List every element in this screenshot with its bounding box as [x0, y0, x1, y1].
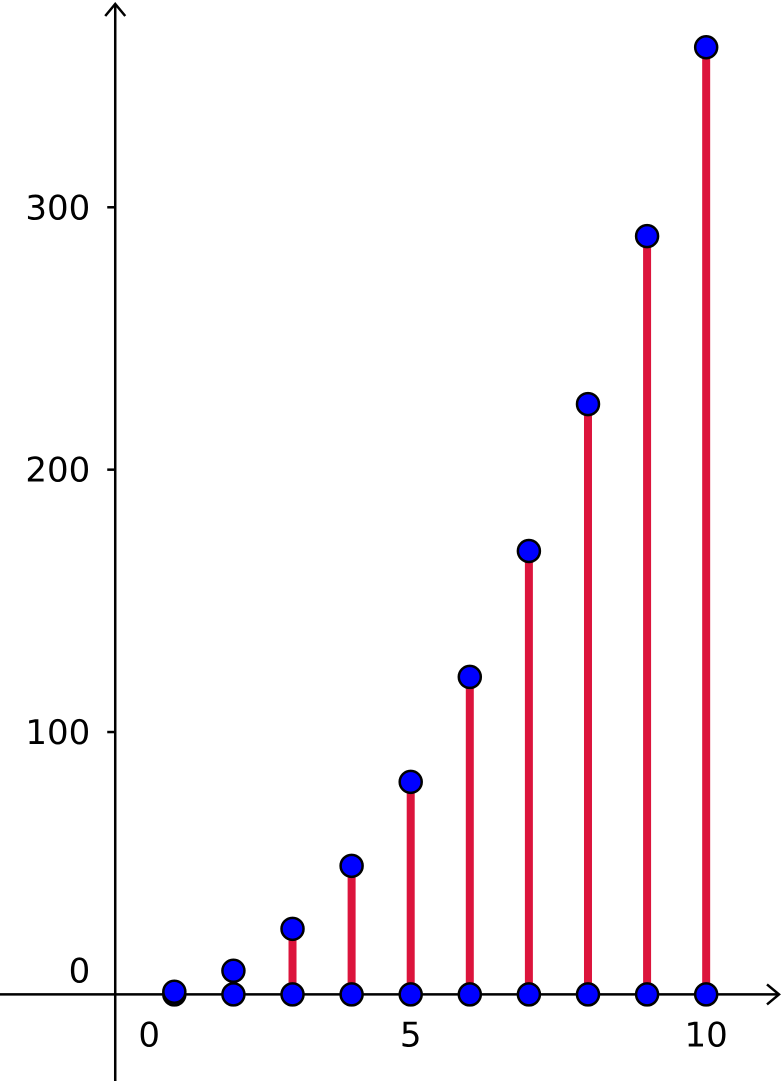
y-axis-arrow [104, 2, 127, 17]
x-tick-label: 5 [400, 1015, 422, 1055]
base-point [693, 982, 719, 1007]
point [457, 664, 483, 690]
base-point [280, 982, 305, 1007]
x-tick-label: 0 [138, 1015, 160, 1055]
point [339, 853, 364, 879]
x-tick-label: 10 [685, 1015, 728, 1055]
point [516, 538, 542, 564]
point [162, 979, 187, 1005]
base-point [221, 982, 246, 1007]
point [575, 391, 601, 417]
point [280, 916, 305, 942]
base-point [575, 982, 601, 1007]
base-point [339, 982, 364, 1007]
point [693, 34, 719, 60]
y-tick-label: 0 [69, 951, 91, 991]
base-point [516, 982, 542, 1007]
base-point [398, 982, 423, 1007]
y-tick-label: 300 [25, 188, 90, 228]
point [634, 223, 660, 249]
y-tick-label: 100 [25, 713, 90, 753]
base-point [457, 982, 483, 1007]
base-point [634, 982, 660, 1007]
y-tick-label: 200 [25, 451, 90, 491]
point [398, 769, 423, 795]
x-axis-arrow [766, 983, 781, 1006]
point [221, 958, 246, 984]
